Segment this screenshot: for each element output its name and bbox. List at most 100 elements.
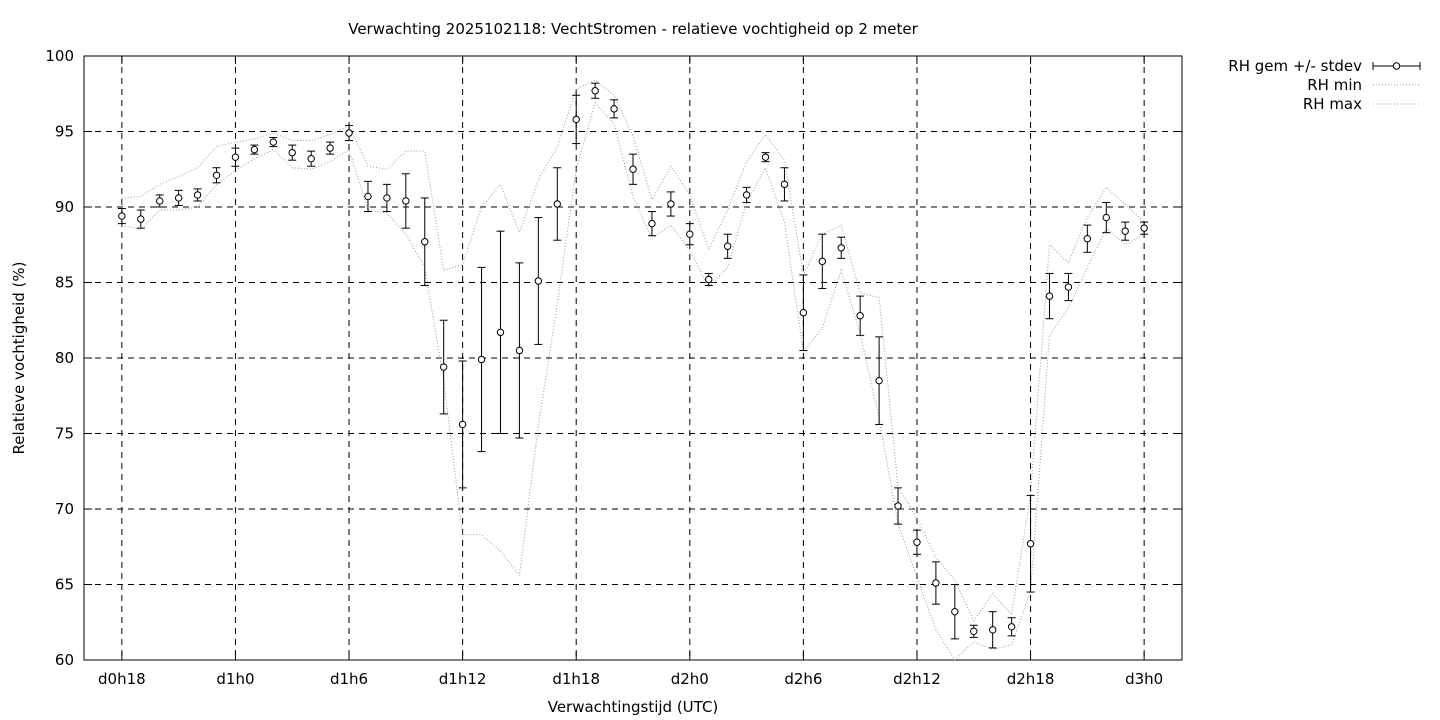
rh-mean-point bbox=[117, 208, 126, 225]
rh-mean-point bbox=[231, 147, 240, 167]
mean-marker bbox=[193, 191, 202, 199]
rh-mean-point bbox=[136, 209, 145, 229]
mean-marker bbox=[1140, 224, 1148, 232]
rh-mean-point bbox=[666, 191, 675, 217]
x-tick-label: d0h18 bbox=[98, 670, 146, 688]
mean-marker bbox=[648, 219, 656, 228]
x-tick-label: d1h18 bbox=[552, 670, 600, 688]
series-max bbox=[121, 79, 1145, 622]
rh-mean-point bbox=[420, 197, 429, 287]
mean-marker bbox=[118, 212, 126, 220]
y-axis-label: Relatieve vochtigheid (%) bbox=[10, 261, 28, 454]
rh-mean-point bbox=[1064, 272, 1073, 302]
rh-mean-point bbox=[553, 167, 562, 241]
mean-marker bbox=[326, 144, 334, 152]
rh-mean-point bbox=[250, 144, 259, 155]
mean-marker bbox=[364, 192, 372, 201]
rh-mean-point bbox=[439, 319, 448, 415]
mean-marker bbox=[875, 376, 883, 385]
y-tick-label: 60 bbox=[55, 651, 74, 669]
rh-mean-point bbox=[818, 233, 827, 290]
x-tick-label: d2h0 bbox=[671, 670, 709, 688]
mean-marker bbox=[799, 309, 808, 317]
mean-marker bbox=[534, 277, 543, 285]
mean-marker bbox=[780, 180, 789, 189]
mean-marker bbox=[761, 153, 770, 161]
mean-marker bbox=[742, 191, 751, 199]
rh-mean-point bbox=[988, 611, 997, 649]
x-tick-label: d3h0 bbox=[1125, 670, 1163, 688]
rh-mean-point bbox=[629, 153, 637, 185]
y-tick-label: 95 bbox=[55, 123, 74, 141]
mean-marker bbox=[383, 194, 391, 202]
rh-mean-point bbox=[193, 188, 202, 202]
mean-marker bbox=[686, 230, 694, 238]
grid-lines bbox=[84, 56, 1182, 660]
rh-mean-point bbox=[401, 173, 410, 229]
mean-marker bbox=[988, 626, 997, 634]
mean-marker bbox=[477, 355, 486, 364]
rh-mean-point bbox=[1083, 224, 1092, 253]
y-tick-label: 65 bbox=[55, 576, 74, 594]
rh-mean-point bbox=[799, 274, 808, 351]
chart-title: Verwachting 2025102118: VechtStromen - r… bbox=[348, 20, 918, 38]
rh-mean-point bbox=[345, 124, 354, 142]
mean-marker bbox=[515, 346, 524, 355]
mean-marker bbox=[723, 242, 732, 250]
mean-marker bbox=[250, 145, 259, 154]
rh-mean-point bbox=[912, 529, 921, 555]
mean-marker bbox=[288, 148, 296, 157]
mean-marker bbox=[913, 538, 921, 546]
rh-mean-point bbox=[363, 180, 372, 213]
rh-mean-point bbox=[723, 233, 732, 259]
rh-mean-point bbox=[704, 272, 713, 287]
mean-marker bbox=[629, 165, 637, 173]
mean-marker bbox=[421, 238, 429, 246]
rh-mean-point bbox=[1121, 221, 1130, 241]
rh-mean-point bbox=[269, 137, 278, 148]
mean-marker bbox=[591, 87, 599, 95]
rh-mean-point bbox=[875, 336, 884, 425]
rh-mean-point bbox=[307, 150, 316, 167]
mean-marker bbox=[572, 115, 580, 124]
mean-marker bbox=[970, 627, 978, 636]
mean-marker bbox=[174, 194, 183, 202]
rh-mean-point bbox=[950, 584, 959, 640]
x-tick-labels: d0h18 d1h0 d1h6 d1h12 d1h18 d2h0 d2h6 d2h12 d2h1… bbox=[98, 670, 1163, 688]
rh-mean-point bbox=[1007, 617, 1016, 637]
series-mean bbox=[117, 82, 1149, 649]
rh-mean-point bbox=[1045, 272, 1054, 320]
mean-marker bbox=[307, 154, 315, 163]
mean-marker bbox=[1007, 623, 1016, 631]
mean-marker bbox=[269, 138, 278, 146]
y-tick-labels: 60 65 70 75 80 85 90 95 100 bbox=[45, 47, 74, 669]
rh-mean-point bbox=[496, 230, 505, 434]
rh-min-line bbox=[121, 101, 1145, 661]
rh-mean-point bbox=[572, 94, 581, 145]
rh-mean-point bbox=[174, 189, 183, 206]
mean-marker bbox=[1026, 540, 1035, 548]
x-tick-label: d1h6 bbox=[330, 670, 368, 688]
x-tick-label: d1h0 bbox=[216, 670, 254, 688]
rh-mean-point bbox=[647, 211, 656, 237]
rh-mean-point bbox=[610, 99, 619, 119]
mean-marker bbox=[402, 197, 410, 205]
series-min bbox=[121, 101, 1145, 661]
rh-mean-point bbox=[969, 624, 978, 638]
mean-marker bbox=[1045, 292, 1054, 300]
rh-mean-point bbox=[382, 183, 391, 213]
legend-label: RH min bbox=[1307, 76, 1362, 94]
y-tick-label: 90 bbox=[55, 198, 74, 216]
rh-mean-point bbox=[1102, 201, 1111, 234]
rh-mean-point bbox=[326, 141, 335, 155]
mean-marker bbox=[1121, 227, 1129, 235]
rh-mean-point bbox=[288, 144, 297, 161]
mean-marker bbox=[667, 200, 675, 208]
legend-label: RH gem +/- stdev bbox=[1228, 57, 1362, 75]
x-tick-label: d2h6 bbox=[784, 670, 822, 688]
mean-marker bbox=[1102, 213, 1110, 222]
mean-marker bbox=[212, 171, 221, 179]
mean-marker bbox=[1083, 235, 1092, 243]
